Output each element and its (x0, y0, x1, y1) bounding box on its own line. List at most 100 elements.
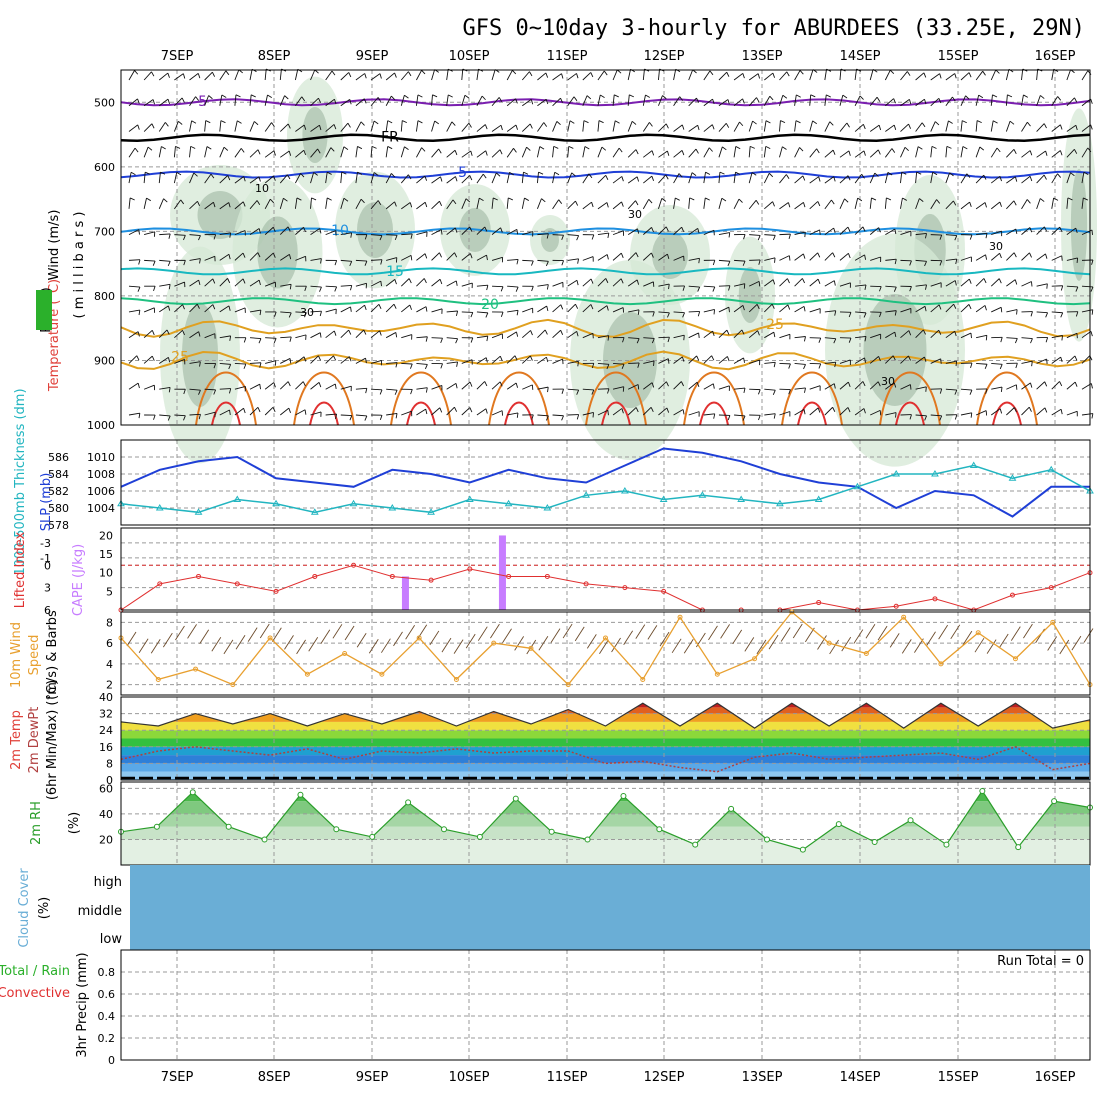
wind-barb (1051, 381, 1060, 390)
wind-barb (824, 383, 835, 390)
wind-barb-flag (130, 171, 136, 176)
wind-barb (453, 639, 464, 654)
wind-barb-flag (968, 72, 972, 78)
wind-barb (310, 381, 320, 390)
wind-barb-flag (258, 176, 261, 182)
wind-barb-flag (526, 146, 531, 151)
wind-barb-flag (318, 382, 322, 388)
wind-barb-flag (727, 261, 731, 267)
wind-barb-flag (705, 171, 711, 175)
wind-barb-flag (622, 337, 625, 343)
wind-barb (930, 329, 940, 339)
wind-barb (885, 382, 895, 390)
wind-barb (386, 412, 398, 416)
wind-barb-flag (667, 150, 670, 156)
temp-color-band (121, 730, 1090, 739)
isotherm-line (120, 267, 1091, 276)
wind-barb-flag (242, 278, 246, 284)
wind-barb (446, 337, 458, 340)
wind-barb (310, 355, 319, 364)
wind-barb (930, 172, 934, 184)
slp-axis-labels: 1000-500mb Thickness (dm) SLP (mb) (13, 388, 54, 575)
wind-barb-flag (237, 120, 242, 124)
isotherm-label: 20 (481, 297, 499, 313)
wind-barb (417, 624, 428, 639)
wind-barb (779, 255, 790, 261)
wind-barb (854, 357, 865, 364)
wind-barb (839, 95, 844, 106)
wind-barb (643, 337, 655, 339)
isotherm-line (120, 227, 1091, 236)
wind-barb-flag (1074, 149, 1078, 154)
wind-barb (158, 329, 168, 339)
wind-barb (158, 172, 161, 184)
wind-barb (476, 226, 486, 235)
wind-barb (128, 259, 141, 261)
wind-barb (990, 69, 997, 81)
wind-barb (325, 413, 337, 416)
wind-barb (1066, 227, 1077, 235)
wind-barb (945, 96, 953, 107)
wind-barb (945, 360, 957, 364)
wind-barb-flag (577, 258, 580, 264)
wind-barb (885, 310, 897, 313)
wind-barb-flag (212, 278, 216, 284)
wind-barb-flag (864, 284, 867, 290)
wind-barb (597, 305, 608, 313)
wind-barb-flag (962, 146, 968, 150)
wind-barb (491, 197, 494, 209)
wind-barb (1005, 94, 1008, 106)
wind-barb (628, 309, 640, 313)
wind-barb-flag (735, 171, 741, 175)
wind-barb-flag (348, 356, 352, 362)
wind-barb (446, 252, 455, 261)
wind-barb-flag (1053, 197, 1059, 201)
wind-barb (643, 406, 652, 416)
thickness-tick-label: 586 (48, 451, 69, 464)
wind-barb-flag (228, 202, 231, 208)
wind-barb-flag (287, 123, 291, 129)
wind-barb-flag (272, 252, 276, 258)
wind-barb (280, 150, 290, 158)
wind-barb (461, 150, 472, 158)
rh-marker (261, 836, 268, 843)
wind-barb (189, 361, 201, 364)
wind-barb-flag (228, 364, 232, 370)
wind-barb (642, 199, 650, 210)
wind-barb-flag (603, 70, 608, 76)
wind-barb (642, 122, 650, 132)
wind-barb (219, 278, 228, 287)
wind-barb-flag (326, 171, 332, 175)
wind-barb (159, 233, 171, 236)
wind-barb (870, 333, 881, 339)
wind-barb-flag (357, 171, 363, 175)
wind-barb-flag (243, 337, 247, 343)
wind-barb (126, 631, 137, 647)
wind-barb (683, 638, 694, 654)
wind-barb (1036, 381, 1045, 390)
wind-barb (960, 304, 970, 313)
wind-barb (792, 623, 803, 639)
label-minmax: (6hr Min/Max) (°C) (45, 680, 60, 800)
wind-barb-flag (772, 279, 776, 285)
wind-barb-flag (363, 98, 367, 104)
wind-barb (779, 120, 781, 132)
wind-barb (1036, 69, 1039, 81)
wind-barb (1021, 199, 1028, 210)
wind-barb (416, 175, 426, 184)
wind-barb-flag (498, 97, 503, 102)
wind-barb-flag (620, 278, 624, 284)
wind-barb-flag (451, 121, 456, 126)
wind-barb-flag (1029, 252, 1032, 258)
wind-barb (975, 410, 987, 416)
wind-barb-flag (146, 197, 151, 202)
wind-barb (219, 363, 231, 365)
wind-barb (582, 95, 588, 106)
wind-barb (688, 257, 700, 261)
wind-barb (1021, 360, 1033, 364)
wind-barb-flag (893, 382, 897, 388)
wind-barb-flag (711, 124, 715, 130)
wind-barb (794, 253, 804, 261)
wind-barb-flag (907, 71, 911, 76)
wind-barb-flag (546, 233, 549, 239)
